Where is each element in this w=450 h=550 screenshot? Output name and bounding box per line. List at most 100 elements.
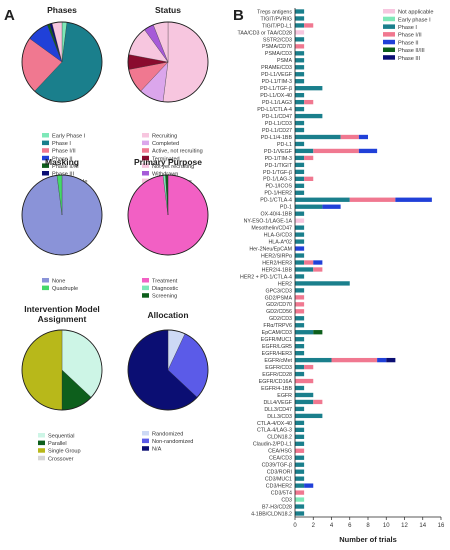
legend-swatch-none	[42, 278, 49, 283]
bar-row-her2-sirp: HER2/SIRPα	[261, 253, 305, 259]
x-tick-label: 12	[401, 523, 408, 529]
bar-row-dll3-cd3: DLL3/CD3	[267, 413, 323, 420]
pie-title: Status	[155, 5, 181, 15]
bar-segment-phase-i	[295, 392, 314, 398]
bar-segment-phase-i-ii	[295, 295, 305, 300]
bar-segment-phase-i	[295, 504, 305, 509]
bar-row-hla-g-cd3: HLA-G/CD3	[264, 232, 305, 239]
bar-row-her2-pd-1-ctla-4: HER2 + PD-1/CTLA-4	[240, 274, 305, 280]
category-label: CD39/TGF-β	[262, 463, 292, 469]
bar-segment-phase-i	[295, 86, 323, 91]
category-label: HLA-G/CD3	[264, 233, 292, 239]
legend-label-phase-ii: Phase II	[398, 40, 419, 46]
bar-segment-phase-i	[295, 260, 305, 265]
bar-segment-phase-i-ii	[304, 364, 314, 370]
bar-row-sstr2-cd3: SSTR2/CD3	[263, 37, 305, 43]
bar-segment-not-applicable	[295, 218, 305, 223]
bar-segment-phase-i-ii	[313, 148, 359, 154]
bar-segment-phase-i	[295, 65, 305, 70]
category-label: HER2/HER3	[262, 260, 292, 266]
bar-row-egfr-cd16a: EGFR/CD16A	[259, 378, 314, 385]
bar-row-ox-40-4-1bb: OX-40/4-1BB	[260, 211, 305, 218]
category-label: PD-L1/CD47	[262, 114, 292, 120]
legend-label-completed: Completed	[152, 141, 179, 147]
pie-slice-recruiting	[162, 21, 209, 103]
bar-segment-phase-i	[295, 9, 305, 14]
category-label: PD-L1/OX-40	[260, 93, 292, 99]
bar-segment-phase-i	[295, 476, 305, 481]
legend-label-withdrawn: Withdrawn	[152, 172, 178, 178]
bar-row-ctla-4-ox-40: CTLA-4/OX-40	[257, 420, 305, 427]
pie-outline	[21, 21, 103, 103]
bar-row-her2-4-1bb: HER2/4-1BB	[262, 267, 323, 273]
bar-segment-phase-i	[295, 511, 305, 516]
bar-row-egfr-4-1bb: EGFR/4-1BB	[261, 385, 305, 392]
bar-segment-phase-i	[295, 441, 305, 446]
legend-swatch-randomized	[142, 431, 149, 436]
panel-label-b: B	[233, 7, 244, 24]
category-label: NY-ESO-1/LAGE-1A	[244, 219, 293, 225]
category-label: EGFR/4-1BB	[261, 386, 292, 392]
bar-segment-phase-i	[295, 232, 305, 237]
category-label: HER2	[278, 281, 292, 287]
bar-row-her2-her3: HER2/HER3	[262, 260, 323, 266]
bar-row-pd-1-tim-3: PD-1/TIM-3	[265, 155, 314, 162]
legend-swatch-phase-ii	[42, 155, 49, 161]
bar-row-pd-l1-ctla-4: PD-L1/CTLA-4	[257, 106, 305, 113]
bar-segment-phase-i	[295, 337, 305, 342]
category-label: HLA-A*02	[268, 239, 292, 245]
bar-segment-phase-i	[295, 253, 305, 258]
bar-segment-phase-i	[295, 413, 323, 419]
bar-segment-phase-i-ii	[304, 155, 314, 161]
bar-row-pd-l1-vegf: PD-L1/VEGF	[261, 72, 305, 78]
category-label: B7-H3/CD28	[262, 504, 292, 510]
bar-segment-phase-i-ii	[295, 448, 305, 453]
bar-segment-phase-ii	[304, 483, 314, 488]
legend-label-phase-i-ii: Phase I/II	[52, 149, 76, 155]
bar-row-gd2-cd3: GD2/CD3	[269, 316, 305, 322]
bar-segment-phase-i	[295, 323, 305, 328]
legend-label-non-randomized: Non-randomized	[152, 439, 193, 445]
bar-segment-phase-i	[295, 120, 305, 126]
legend-label-screening: Screening	[152, 294, 177, 300]
bar-row-dll3-cd47: DLL3/CD47	[264, 406, 305, 413]
panel-label-a: A	[4, 7, 15, 24]
legend-swatch-not-applicable	[383, 9, 395, 14]
bar-row-ctla-4-lag-3: CTLA-4/LAG-3	[257, 427, 305, 434]
bar-row-tregs-antigens: Tregs antigens	[257, 9, 305, 15]
bar-row-pd-l1-tim-3: PD-L1/TIM-3	[262, 79, 305, 85]
category-label: CD3/MUC1	[265, 477, 292, 483]
legend-swatch-single-group	[38, 448, 45, 453]
bar-row-egfr: EGFR	[277, 392, 314, 399]
legend-swatch-early-phase-i	[42, 133, 49, 138]
legend-swatch-withdrawn	[142, 171, 149, 176]
bar-row-pd-l1-ox-40: PD-L1/OX-40	[260, 92, 305, 99]
legend-label-terminated: Terminated	[152, 156, 180, 162]
bar-row-pd-1-vegf: PD-1/VEGF	[264, 148, 378, 155]
legend-label-sequential: Sequential	[48, 434, 74, 440]
bar-segment-phase-i-ii	[349, 197, 396, 202]
bar-segment-phase-i	[295, 51, 305, 56]
bar-row-pd-1: PD-1	[280, 204, 341, 211]
x-tick-label: 10	[383, 523, 390, 529]
category-label: GD2/PSMA	[265, 295, 293, 301]
bar-segment-phase-ii	[313, 260, 323, 265]
legend-swatch-phase-ii-iii	[42, 163, 49, 168]
bar-row-prame-cd3: PRAME/CD3	[261, 65, 305, 71]
legend-swatch-active-not-recruiting	[142, 148, 149, 153]
stacked-bar-chart-panel: Tregs antigensTIGIT/PVRIGTIGIT/PD-L1TAA/…	[238, 8, 445, 544]
bar-row-pd-l1-tgf: PD-L1/TGF-β	[260, 86, 323, 92]
bar-row-cd3-rori: CD3/RORI	[267, 469, 305, 476]
legend-label-single-group: Single Group	[48, 449, 81, 455]
x-tick-label: 8	[366, 523, 370, 529]
legend-swatch-phase-iii	[383, 55, 395, 60]
legend-label-phase-i: Phase I	[52, 141, 71, 147]
pie-outline	[21, 174, 103, 256]
category-label: EGFR/cMet	[264, 358, 292, 364]
category-label: PD-L1/VEGF	[261, 72, 293, 78]
legend-label-diagnostic: Diagnostic	[152, 286, 178, 292]
bar-segment-phase-i	[295, 211, 305, 216]
category-label: PD-L1/CD27	[262, 128, 292, 134]
bar-segment-phase-i	[295, 176, 305, 181]
